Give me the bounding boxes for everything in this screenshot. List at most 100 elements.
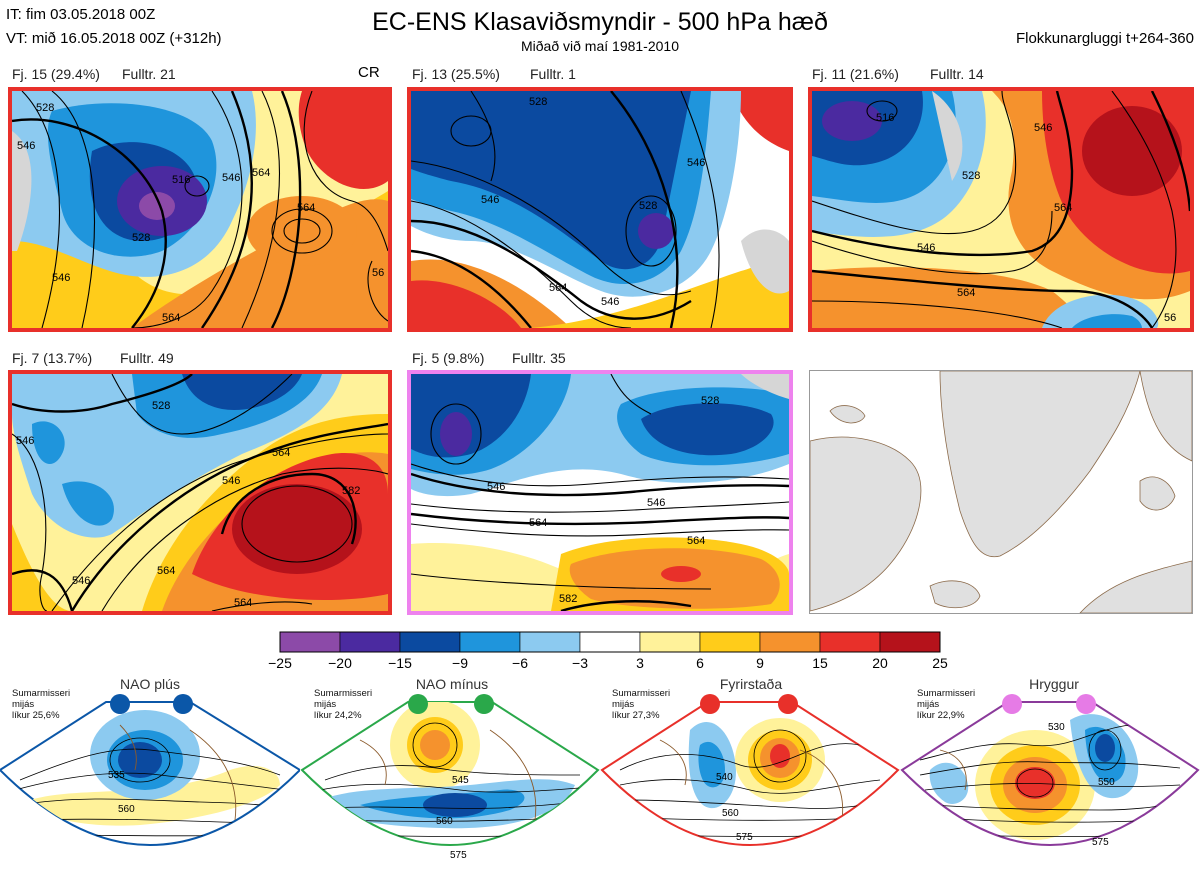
cluster-map-4[interactable]: 528 546 564 582 546 564 564 546	[8, 370, 392, 615]
colorbar-swatch	[519, 631, 581, 653]
reference-map	[809, 370, 1193, 614]
contour-label: 546	[917, 242, 935, 254]
colorbar-tick-label: 9	[756, 655, 764, 671]
contour-label: 564	[297, 202, 315, 214]
colorbar-tick-label: 6	[696, 655, 704, 671]
contour-label: 546	[222, 475, 240, 487]
page-subtitle: Miðað við maí 1981-2010	[521, 38, 679, 54]
contour-label: 546	[1034, 122, 1052, 134]
colorbar-swatch	[339, 631, 401, 653]
contour-label: 56	[372, 267, 384, 279]
contour-label: 546	[16, 435, 34, 447]
regime-2-name: NAO mínus	[415, 676, 489, 692]
contour-label: 528	[962, 170, 980, 182]
regime-2-marker-left	[408, 694, 428, 714]
regime-2-marker-right	[474, 694, 494, 714]
regime-3-map[interactable]: 540 560 575	[600, 690, 900, 870]
colorbar-tick-label: −20	[328, 655, 352, 671]
contour-label: 528	[152, 400, 170, 412]
regime-1-info: Sumarmisseri mijás líkur 25,6%	[12, 688, 71, 721]
panel-2-representative: Fulltr. 1	[530, 66, 576, 82]
contour-label: 528	[701, 395, 719, 407]
contour-label: 560	[722, 808, 739, 819]
contour-label: 564	[529, 517, 547, 529]
contour-label: 528	[639, 200, 657, 212]
contour-label: 564	[1054, 202, 1072, 214]
contour-label: 546	[487, 481, 505, 493]
contour-label: 560	[118, 804, 135, 815]
contour-label: 546	[481, 194, 499, 206]
contour-label: 540	[716, 772, 733, 783]
regime-1-marker-left	[110, 694, 130, 714]
regime-4-info: Sumarmisseri mijás líkur 22,9%	[917, 688, 976, 721]
classification-window: Flokkunargluggi t+264-360	[1015, 30, 1194, 47]
regime-4-map[interactable]: 530 550 575	[900, 690, 1200, 870]
panel-5-representative: Fulltr. 35	[512, 350, 566, 366]
regime-4-marker-left	[1002, 694, 1022, 714]
colorbar-swatch	[279, 631, 341, 653]
panel-1-tag: CR	[358, 64, 380, 81]
regime-3-marker-left	[700, 694, 720, 714]
contour-label: 564	[549, 282, 567, 294]
contour-label: 535	[108, 770, 125, 781]
contour-label: 546	[52, 272, 70, 284]
regime-3-marker-right	[778, 694, 798, 714]
regime-4-marker-right	[1076, 694, 1096, 714]
colorbar-tick-label: −6	[512, 655, 528, 671]
contour-label: 575	[736, 832, 753, 843]
regime-4-name: Hryggur	[1029, 676, 1079, 692]
contour-label: 582	[342, 485, 360, 497]
contour-label: 516	[876, 112, 894, 124]
colorbar-swatch	[819, 631, 881, 653]
regime-1-name: NAO plús	[120, 676, 180, 692]
contour-label: 546	[72, 575, 90, 587]
panel-3-representative: Fulltr. 14	[930, 66, 984, 82]
panel-1-label: Fj. 15 (29.4%)	[12, 66, 100, 82]
anomaly-colorbar	[279, 631, 941, 653]
contour-label: 530	[1048, 722, 1065, 733]
colorbar-tick-label: 15	[812, 655, 828, 671]
contour-label: 564	[157, 565, 175, 577]
regime-1-marker-right	[173, 694, 193, 714]
panel-3-label: Fj. 11 (21.6%)	[812, 66, 899, 82]
regime-2-info: Sumarmisseri mijás líkur 24,2%	[314, 688, 373, 721]
contour-label: 545	[452, 775, 469, 786]
regime-3-name: Fyrirstaða	[719, 676, 783, 692]
contour-label: 550	[1098, 777, 1115, 788]
colorbar-swatch	[579, 631, 641, 653]
contour-label: 564	[957, 287, 975, 299]
contour-label: 546	[687, 157, 705, 169]
contour-label: 564	[234, 597, 252, 609]
panel-1-representative: Fulltr. 21	[122, 66, 176, 82]
contour-label: 564	[252, 167, 270, 179]
colorbar-tick-label: 3	[636, 655, 644, 671]
colorbar-tick-label: −25	[268, 655, 292, 671]
cluster-map-5[interactable]: 528 546 546 564 564 582	[407, 370, 793, 615]
panel-2-label: Fj. 13 (25.5%)	[412, 66, 500, 82]
contour-label: 546	[647, 497, 665, 509]
contour-label: 528	[36, 102, 54, 114]
colorbar-swatch	[639, 631, 701, 653]
contour-label: 546	[222, 172, 240, 184]
colorbar-tick-label: −3	[572, 655, 588, 671]
colorbar-swatch	[879, 631, 941, 653]
colorbar-swatch	[459, 631, 521, 653]
colorbar-swatch	[759, 631, 821, 653]
contour-label: 575	[1092, 837, 1109, 848]
contour-label: 528	[529, 96, 547, 108]
contour-label: 528	[132, 232, 150, 244]
contour-label: 564	[687, 535, 705, 547]
regime-1-map[interactable]: 535 560	[0, 690, 300, 870]
colorbar-tick-label: −15	[388, 655, 412, 671]
contour-label: 564	[162, 312, 180, 324]
cluster-map-3[interactable]: 516 528 546 546 564 564 56	[808, 87, 1194, 332]
cluster-map-1[interactable]: 528 546 516 528 546 564 564 546 564 56	[8, 87, 392, 332]
cluster-map-2[interactable]: 528 546 528 546 564 546	[407, 87, 793, 332]
contour-label: 546	[601, 296, 619, 308]
valid-time: VT: mið 16.05.2018 00Z (+312h)	[6, 30, 222, 47]
regime-2-map[interactable]: 545 560 575	[300, 690, 600, 870]
colorbar-tick-label: −9	[452, 655, 468, 671]
page-title: EC-ENS Klasaviðsmyndir - 500 hPa hæð	[372, 8, 828, 36]
colorbar-tick-label: 25	[932, 655, 948, 671]
contour-label: 546	[17, 140, 35, 152]
